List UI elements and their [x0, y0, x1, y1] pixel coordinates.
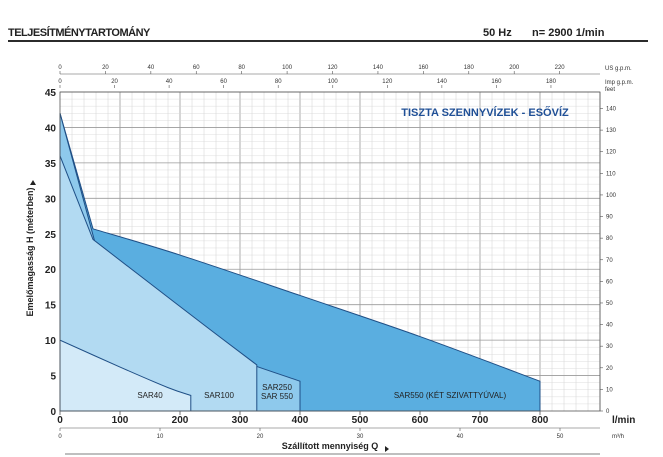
x-tick-label: 500	[352, 415, 369, 426]
y-tick-label: 30	[45, 194, 57, 205]
imp-gpm-unit-label: Imp g.p.m.	[605, 80, 634, 86]
us-gpm-tick-label: 120	[328, 65, 339, 71]
series-label-sar550-single: SAR 550	[261, 392, 294, 401]
x-axis-title: Szállított mennyiség Q	[282, 441, 379, 451]
series-label-sar40: SAR40	[137, 391, 163, 400]
imp-gpm-tick-label: 140	[437, 79, 448, 85]
feet-tick-label: 60	[606, 279, 613, 285]
x-tick-label: 400	[292, 415, 309, 426]
us-gpm-unit-label: US g.p.m.	[605, 66, 632, 72]
us-gpm-tick-label: 20	[102, 65, 109, 71]
series-label-sar550: SAR550 (KÉT SZIVATTYÚVAL)	[394, 391, 507, 400]
chart-labels: TISZTA SZENNYVÍZEK - ESŐVÍZ SAR40 SAR100 SA…	[137, 106, 569, 401]
x-tick-label: 600	[412, 415, 429, 426]
feet-tick-label: 50	[606, 301, 613, 307]
feet-tick-label: 0	[606, 409, 610, 415]
m3h-tick-label: 50	[557, 434, 564, 440]
us-gpm-tick-label: 60	[193, 65, 200, 71]
y-tick-label: 35	[45, 159, 57, 170]
imp-gpm-tick-label: 60	[220, 79, 227, 85]
us-gpm-tick-label: 220	[555, 65, 566, 71]
feet-tick-label: 80	[606, 236, 613, 242]
feet-tick-label: 120	[606, 150, 617, 156]
m3h-tick-label: 40	[457, 434, 464, 440]
imp-gpm-tick-label: 100	[328, 79, 339, 85]
us-gpm-tick-label: 80	[238, 65, 245, 71]
y-tick-label: 40	[45, 123, 57, 134]
header-frequency: 50 Hz	[483, 27, 512, 39]
us-gpm-tick-label: 0	[58, 65, 62, 71]
x-tick-label: 0	[57, 415, 63, 426]
header-title: TELJESÍTMÉNYTARTOMÁNY	[8, 27, 150, 39]
m3h-tick-label: 30	[357, 434, 364, 440]
y-tick-label: 25	[45, 230, 57, 241]
feet-tick-label: 10	[606, 387, 613, 393]
feet-tick-label: 40	[606, 323, 613, 329]
x-tick-label: 100	[112, 415, 129, 426]
feet-tick-label: 110	[606, 171, 616, 177]
area-sar100	[59, 155, 258, 412]
feet-tick-label: 30	[606, 344, 613, 350]
us-gpm-tick-label: 200	[509, 65, 520, 71]
imp-gpm-tick-label: 160	[491, 79, 502, 85]
feet-tick-label: 90	[606, 215, 613, 221]
imp-gpm-tick-label: 180	[546, 79, 557, 85]
y-tick-label: 10	[45, 336, 57, 347]
imp-gpm-tick-label: 80	[275, 79, 282, 85]
y-tick-label: 45	[45, 88, 57, 99]
y-tick-label: 5	[50, 372, 56, 383]
feet-tick-label: 70	[606, 258, 613, 264]
x-unit-label: l/min	[612, 415, 635, 426]
m3h-unit-label: m³/h	[612, 434, 624, 440]
chart-areas	[59, 113, 541, 412]
header: TELJESÍTMÉNYTARTOMÁNY 50 Hz n= 2900 1/mi…	[0, 0, 663, 42]
series-label-sar250: SAR250	[262, 383, 292, 392]
area-sar40	[59, 339, 192, 412]
imp-gpm-tick-label: 40	[166, 79, 173, 85]
plot-frame	[59, 91, 601, 412]
us-gpm-tick-label: 140	[373, 65, 384, 71]
feet-tick-label: 130	[606, 128, 617, 134]
header-speed: n= 2900 1/min	[532, 27, 605, 39]
header-rule	[8, 40, 648, 42]
y-axis-arrow-icon	[30, 180, 36, 185]
feet-tick-label: 20	[606, 366, 613, 372]
feet-unit-label: feet	[605, 87, 615, 93]
us-gpm-tick-label: 160	[418, 65, 429, 71]
x-axis-arrow-icon	[385, 446, 389, 452]
m3h-tick-label: 20	[257, 434, 264, 440]
y-tick-label: 15	[45, 301, 57, 312]
x-tick-label: 700	[472, 415, 489, 426]
y-tick-label: 20	[45, 265, 57, 276]
imp-gpm-tick-label: 0	[58, 79, 62, 85]
x-tick-label: 800	[532, 415, 549, 426]
y-axis-title: Emelőmagasság H (méterben)	[25, 187, 35, 316]
us-gpm-tick-label: 100	[282, 65, 293, 71]
feet-tick-label: 140	[606, 107, 617, 113]
x-tick-label: 200	[172, 415, 189, 426]
us-gpm-tick-label: 40	[147, 65, 154, 71]
series-label-sar100: SAR100	[204, 391, 234, 400]
m3h-tick-label: 10	[157, 434, 164, 440]
x-tick-label: 300	[232, 415, 249, 426]
m3h-tick-label: 0	[58, 434, 62, 440]
chart-title: TISZTA SZENNYVÍZEK - ESŐVÍZ	[401, 106, 569, 119]
us-gpm-tick-label: 180	[464, 65, 475, 71]
imp-gpm-tick-label: 20	[111, 79, 118, 85]
imp-gpm-tick-label: 120	[382, 79, 393, 85]
y-tick-label: 0	[50, 407, 56, 418]
feet-tick-label: 100	[606, 193, 617, 199]
